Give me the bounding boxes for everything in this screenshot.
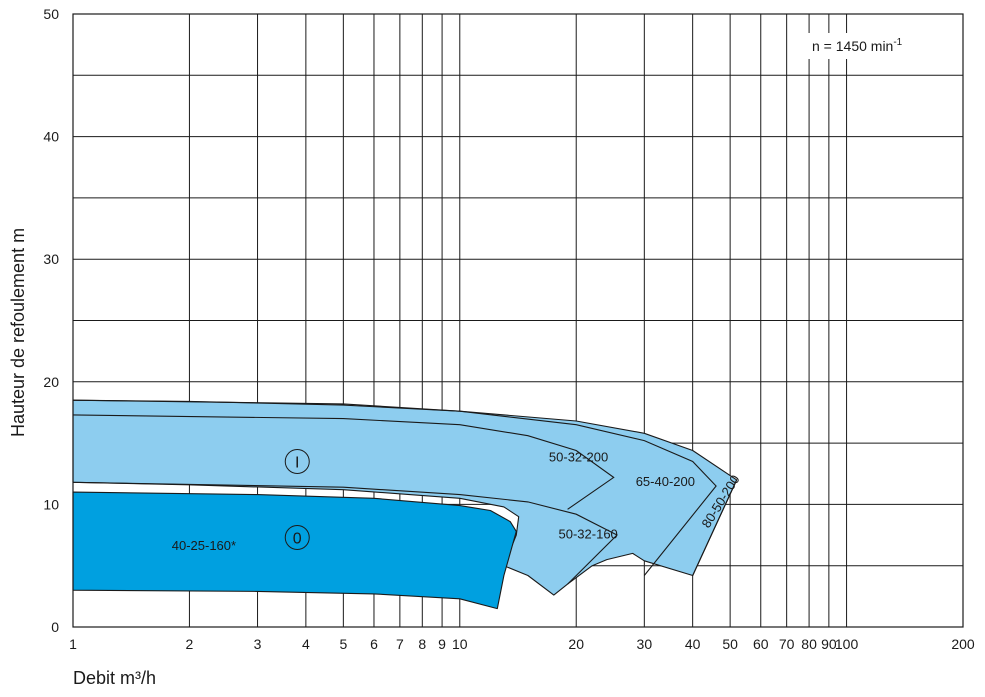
x-tick-label: 9 <box>438 636 446 652</box>
curve-80-50-200 <box>692 479 738 576</box>
y-tick-label: 0 <box>51 619 59 635</box>
region-groupe-0 <box>72 491 517 610</box>
grid <box>72 13 963 628</box>
pump-curves <box>72 399 738 585</box>
x-tick-label: 60 <box>753 636 769 652</box>
x-tick-label: 7 <box>396 636 404 652</box>
curve-label-50-32-200: 50-32-200 <box>549 449 608 464</box>
x-tick-label: 1 <box>69 636 77 652</box>
curve-label-50-32-160: 50-32-160 <box>559 527 618 542</box>
x-tick-label: 40 <box>685 636 701 652</box>
x-tick-label: 8 <box>418 636 426 652</box>
group-marker-circle <box>284 525 310 551</box>
x-tick-label: 100 <box>835 636 859 652</box>
x-tick-label: 50 <box>722 636 738 652</box>
y-tick-label: 50 <box>43 6 59 22</box>
y-axis-ticks: 0 10 20 30 40 50 <box>43 6 59 635</box>
x-tick-label: 6 <box>370 636 378 652</box>
x-tick-label: 80 <box>801 636 817 652</box>
x-tick-label: 70 <box>779 636 795 652</box>
x-tick-label: 10 <box>452 636 468 652</box>
group-marker-0: 0 <box>293 531 302 548</box>
x-tick-label: 5 <box>339 636 347 652</box>
performance-regions <box>72 399 738 610</box>
y-tick-label: 30 <box>43 251 59 267</box>
speed-annotation-bg <box>806 33 940 59</box>
x-tick-label: 90 <box>821 636 837 652</box>
group-marker-circle <box>284 448 310 474</box>
curve-65-40-200 <box>72 399 717 576</box>
y-tick-label: 40 <box>43 129 59 145</box>
x-tick-label: 4 <box>302 636 310 652</box>
speed-annotation: n = 1450 min-1 <box>806 33 940 59</box>
curve-label-40-25-160*: 40-25-160* <box>172 538 236 553</box>
x-tick-label: 200 <box>951 636 975 652</box>
curve-50-32-200 <box>72 414 615 510</box>
y-axis-title: Hauteur de refoulement m <box>8 228 28 437</box>
y-tick-label: 10 <box>43 496 59 512</box>
x-tick-label: 3 <box>254 636 262 652</box>
plot-frame <box>72 13 964 628</box>
y-tick-label: 20 <box>43 374 59 390</box>
group-marker-I: I <box>295 454 299 471</box>
x-tick-label: 30 <box>637 636 653 652</box>
x-tick-label: 2 <box>186 636 194 652</box>
curve-50-32-160 <box>72 481 618 585</box>
x-tick-label: 20 <box>568 636 584 652</box>
x-axis-title: Debit m³/h <box>73 668 156 688</box>
speed-annotation-text: n = 1450 min-1 <box>812 37 903 54</box>
curve-label-65-40-200: 65-40-200 <box>636 474 695 489</box>
